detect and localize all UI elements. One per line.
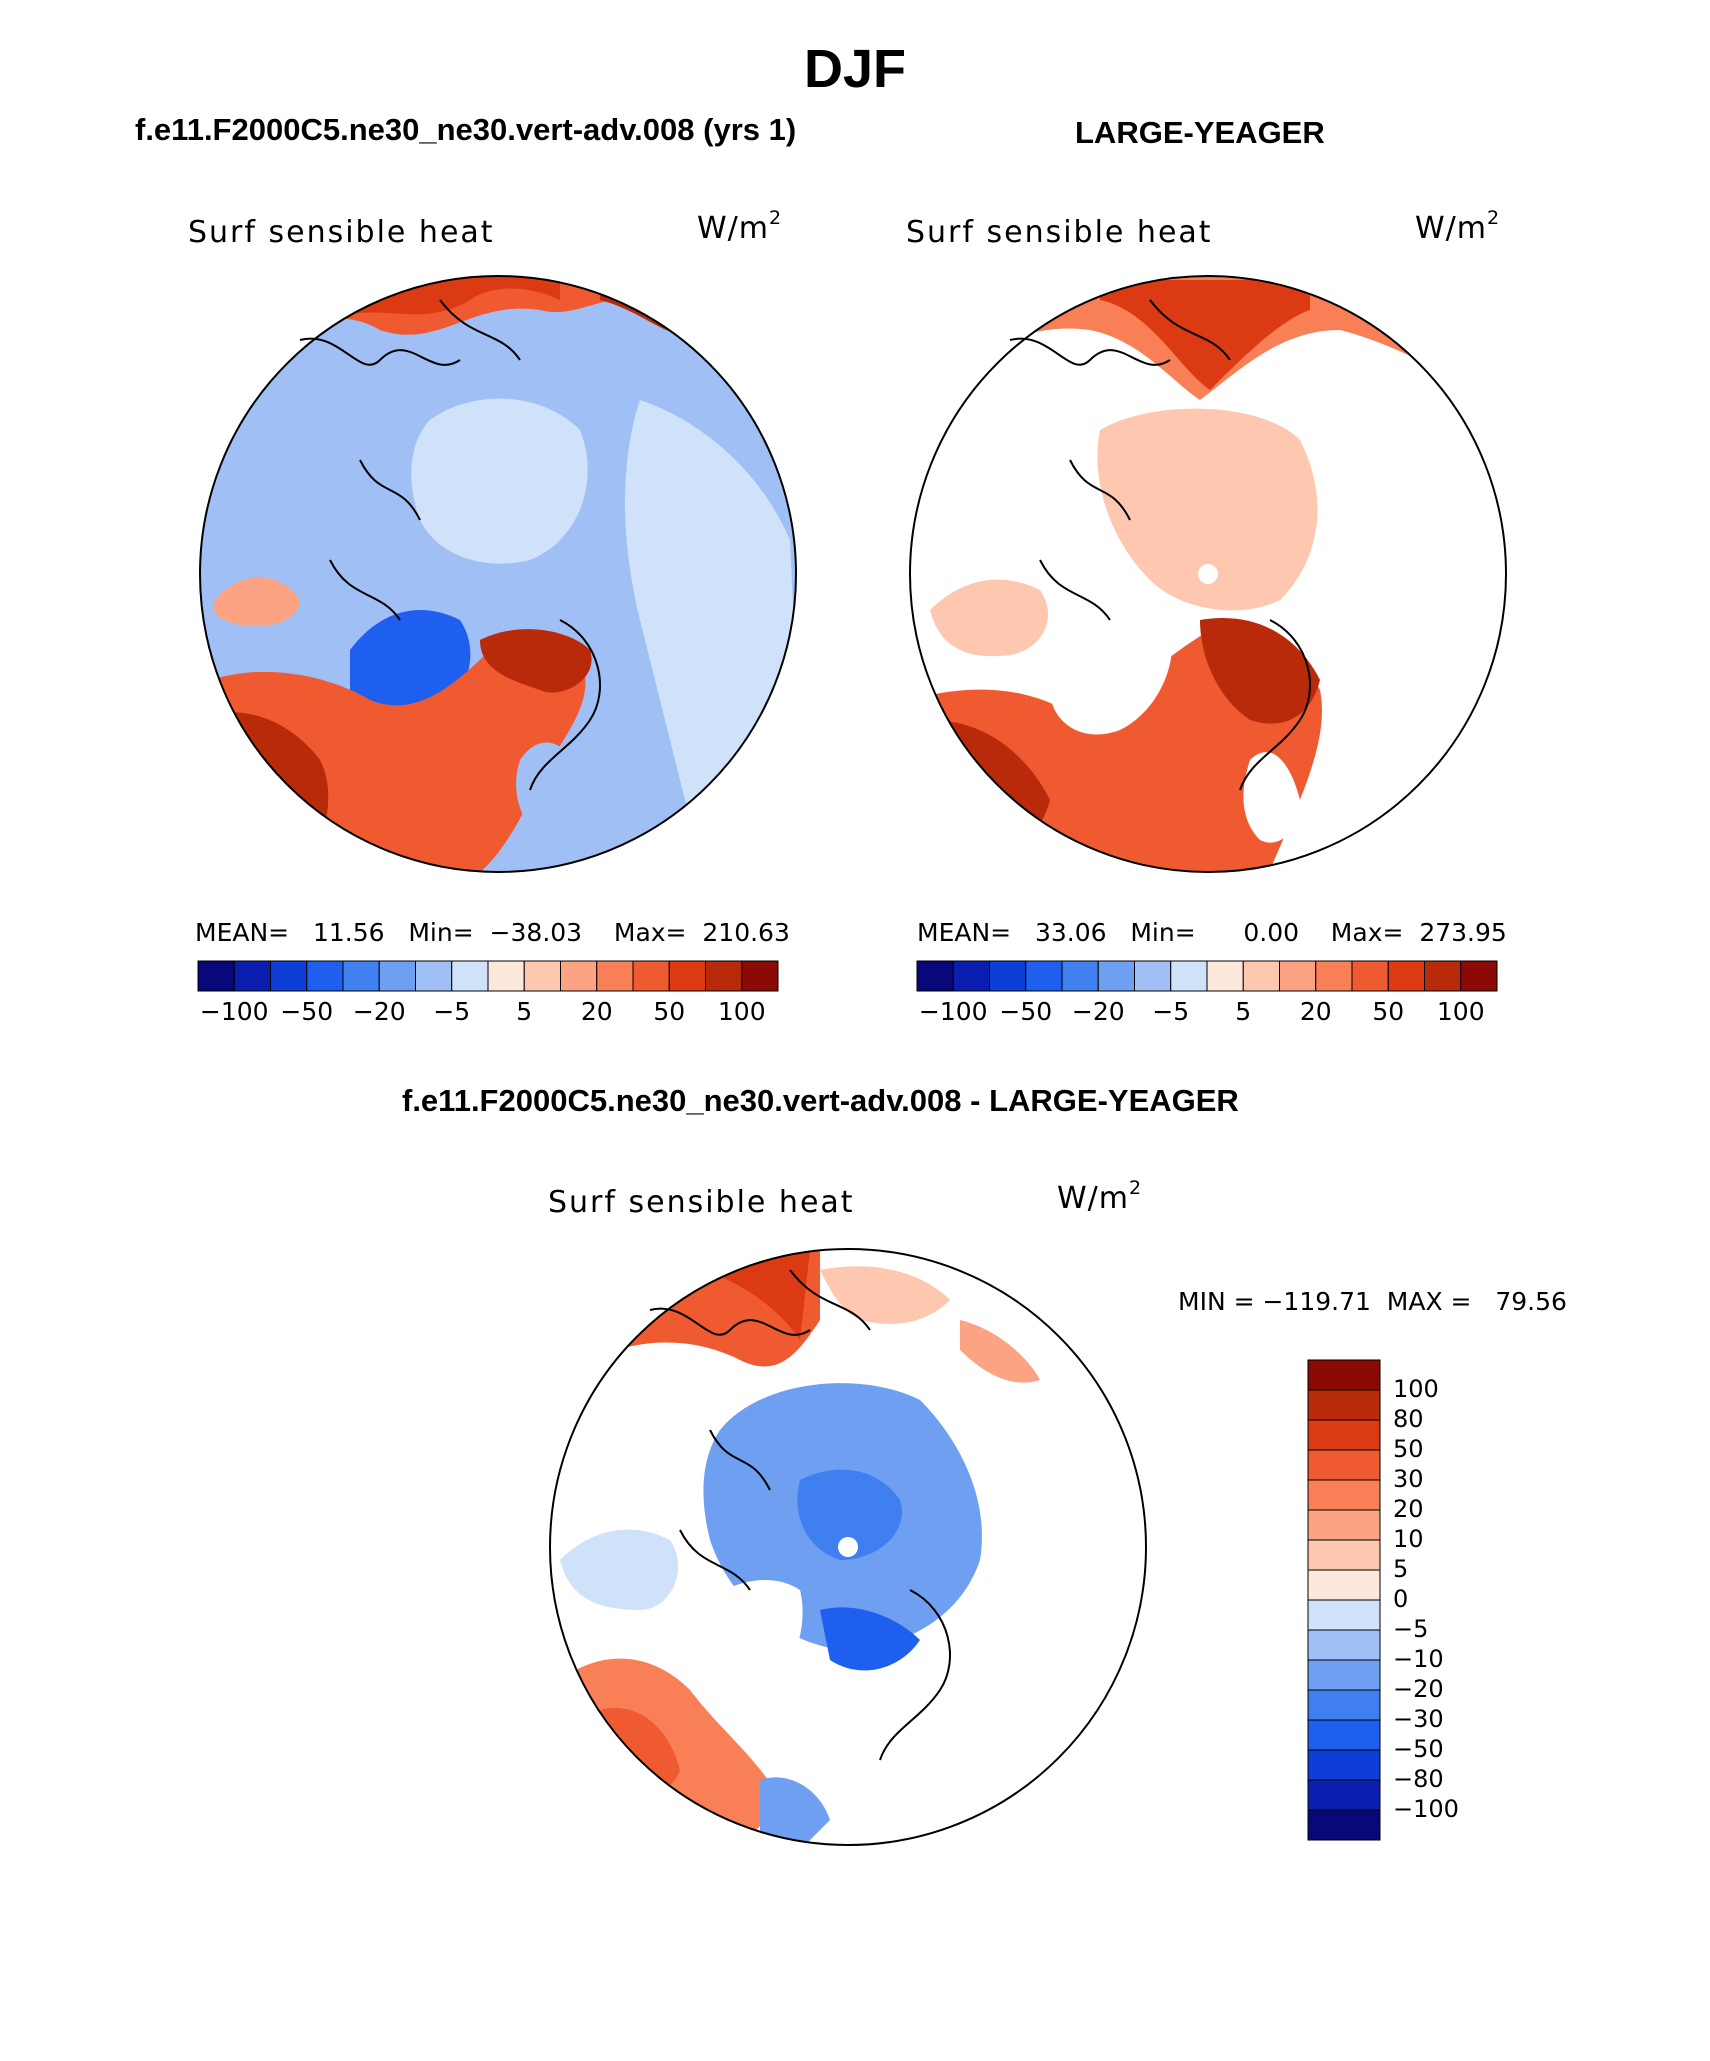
- colorbar-tick-label: −10: [1393, 1645, 1444, 1673]
- colorbar-tick-label: 50: [1372, 997, 1405, 1026]
- right-units-label: W/m2: [1415, 207, 1501, 246]
- colorbar-cell: [1134, 960, 1172, 992]
- right-panel-title: LARGE-YEAGER: [1075, 115, 1325, 150]
- colorbar-tick-label: 10: [1393, 1525, 1424, 1553]
- colorbar-tick-label: −100: [1393, 1795, 1459, 1823]
- colorbar-cell: [1307, 1479, 1381, 1511]
- colorbar-tick-label: 5: [1393, 1555, 1409, 1583]
- colorbar-cell: [1307, 1569, 1381, 1601]
- colorbar-cell: [1307, 1689, 1381, 1721]
- colorbar-tick-label: 20: [1299, 997, 1332, 1026]
- colorbar-tick-label: −30: [1393, 1705, 1444, 1733]
- diff-colorbar-ticks: 100 80 50 30 20 10 5 0 −5 −10 −20 −30 −50 −80 −100: [1393, 1360, 1483, 1840]
- colorbar-cell: [451, 960, 489, 992]
- colorbar-tick-label: 30: [1393, 1465, 1424, 1493]
- diff-variable-label: Surf sensible heat: [548, 1185, 855, 1220]
- colorbar-cell: [1242, 960, 1280, 992]
- colorbar-cell: [306, 960, 344, 992]
- colorbar-tick-label: 20: [580, 997, 613, 1026]
- colorbar-tick-label: −50: [1393, 1735, 1444, 1763]
- colorbar-cell: [1307, 1389, 1381, 1421]
- colorbar-cell: [668, 960, 706, 992]
- colorbar-tick-label: −5: [1152, 997, 1190, 1026]
- colorbar-tick-label: −50: [280, 997, 334, 1026]
- colorbar-tick-label: −100: [199, 997, 269, 1026]
- colorbar-cell: [378, 960, 416, 992]
- colorbar-tick-label: −20: [1393, 1675, 1444, 1703]
- colorbar-tick-label: 80: [1393, 1405, 1424, 1433]
- colorbar-cell: [1307, 1509, 1381, 1541]
- colorbar-tick-label: −5: [1393, 1615, 1429, 1643]
- colorbar-tick-label: 5: [1235, 997, 1252, 1026]
- right-variable-label: Surf sensible heat: [906, 215, 1213, 250]
- colorbar-cell: [916, 960, 954, 992]
- colorbar-cell: [1206, 960, 1244, 992]
- colorbar-tick-label: −20: [352, 997, 406, 1026]
- colorbar-cell: [1307, 1749, 1381, 1781]
- colorbar-cell: [1307, 1779, 1381, 1811]
- colorbar-cell: [1351, 960, 1389, 992]
- colorbar-cell: [1061, 960, 1099, 992]
- colorbar-cell: [1170, 960, 1208, 992]
- diff-units-label: W/m2: [1057, 1177, 1143, 1216]
- left-panel-title: f.e11.F2000C5.ne30_ne30.vert-adv.008 (yr…: [135, 112, 797, 147]
- colorbar-tick-label: −100: [918, 997, 988, 1026]
- colorbar-cell: [560, 960, 598, 992]
- colorbar-cell: [415, 960, 453, 992]
- left-units-label: W/m2: [697, 207, 783, 246]
- colorbar-cell: [1307, 1599, 1381, 1631]
- colorbar-tick-label: 100: [1436, 997, 1485, 1026]
- colorbar-tick-label: 100: [717, 997, 766, 1026]
- colorbar-cell: [1307, 1419, 1381, 1451]
- colorbar-cell: [1424, 960, 1462, 992]
- colorbar-cell: [741, 960, 779, 992]
- colorbar-cell: [342, 960, 380, 992]
- diff-panel-title: f.e11.F2000C5.ne30_ne30.vert-adv.008 - L…: [402, 1083, 1239, 1118]
- colorbar-cell: [1307, 1359, 1381, 1391]
- figure-title: DJF: [803, 39, 906, 99]
- left-stats: MEAN= 11.56 Min= −38.03 Max= 210.63: [195, 918, 790, 947]
- colorbar-cell: [1387, 960, 1425, 992]
- colorbar-cell: [1307, 1629, 1381, 1661]
- colorbar-cell: [1307, 1719, 1381, 1751]
- colorbar-cell: [270, 960, 308, 992]
- left-variable-label: Surf sensible heat: [188, 215, 495, 250]
- colorbar-cell: [1315, 960, 1353, 992]
- colorbar-cell: [1307, 1449, 1381, 1481]
- right-stats: MEAN= 33.06 Min= 0.00 Max= 273.95: [917, 918, 1507, 947]
- diff-colorbar: [1307, 1359, 1381, 1841]
- colorbar-tick-label: 100: [1393, 1375, 1439, 1403]
- colorbar-tick-label: −50: [999, 997, 1053, 1026]
- colorbar-cell: [1279, 960, 1317, 992]
- colorbar-cell: [1307, 1539, 1381, 1571]
- left-colorbar-ticks: −100 −50 −20 −5 5 20 50 100: [198, 997, 778, 1029]
- right-colorbar: [916, 960, 1498, 992]
- colorbar-cell: [197, 960, 235, 992]
- colorbar-tick-label: −20: [1071, 997, 1125, 1026]
- colorbar-tick-label: −5: [433, 997, 471, 1026]
- colorbar-tick-label: 20: [1393, 1495, 1424, 1523]
- colorbar-cell: [1307, 1659, 1381, 1691]
- colorbar-cell: [523, 960, 561, 992]
- colorbar-tick-label: −80: [1393, 1765, 1444, 1793]
- colorbar-cell: [989, 960, 1027, 992]
- colorbar-tick-label: 0: [1393, 1585, 1409, 1613]
- right-colorbar-ticks: −100 −50 −20 −5 5 20 50 100: [917, 997, 1497, 1029]
- colorbar-cell: [596, 960, 634, 992]
- colorbar-tick-label: 5: [516, 997, 533, 1026]
- colorbar-cell: [1307, 1809, 1381, 1841]
- diff-stats: MIN = −119.71 MAX = 79.56: [1178, 1287, 1567, 1316]
- left-colorbar: [197, 960, 779, 992]
- colorbar-tick-label: 50: [653, 997, 686, 1026]
- colorbar-cell: [1460, 960, 1498, 992]
- colorbar-tick-label: 50: [1393, 1435, 1424, 1463]
